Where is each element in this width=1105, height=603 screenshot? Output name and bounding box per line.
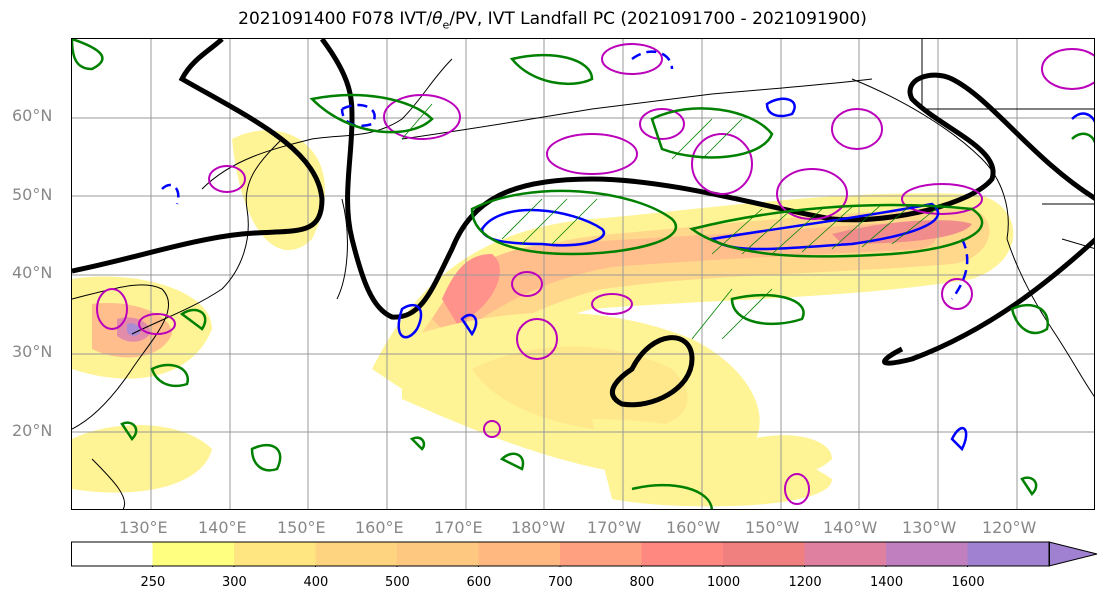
colorbar-cell: [397, 542, 479, 566]
colorbar-cell: [967, 542, 1049, 566]
colorbar-cell: [886, 542, 968, 566]
map-title: 2021091400 F078 IVT/θe/PV, IVT Landfall …: [238, 9, 867, 32]
lon-label-170e: 170°E: [434, 518, 483, 537]
lat-label-30: 30°N: [12, 342, 53, 361]
lat-label-20: 20°N: [12, 421, 53, 440]
colorbar-cell: [804, 542, 886, 566]
colorbar-tick-label: 400: [303, 575, 329, 590]
blue-contours: [161, 50, 1094, 452]
lon-label-150w: 150°W: [745, 518, 800, 537]
colorbar-tick-label: 600: [466, 575, 492, 590]
lat-label-60: 60°N: [12, 106, 53, 125]
ivt-shading: [72, 130, 1014, 507]
lon-label-150e: 150°E: [277, 518, 326, 537]
colorbar-tick-label: 800: [629, 575, 655, 590]
colorbar-tick-label: 1400: [870, 575, 904, 590]
lon-label-140w: 140°W: [823, 518, 878, 537]
lon-label-130w: 130°W: [902, 518, 957, 537]
colorbar-cell: [152, 542, 234, 566]
lon-label-120w: 120°W: [982, 518, 1037, 537]
lon-label-180w: 180°W: [511, 518, 566, 537]
colorbar-tick-label: 250: [140, 575, 166, 590]
lon-label-170w: 170°W: [587, 518, 642, 537]
colorbar-tick-label: 1600: [951, 575, 985, 590]
colorbar-cell: [478, 542, 560, 566]
colorbar-tick-label: 1000: [707, 575, 741, 590]
colorbar-cell: [641, 542, 723, 566]
colorbar-tick-label: 500: [385, 575, 410, 590]
colorbar-extend-arrow: [1048, 541, 1098, 567]
colorbar-tick-label: 300: [222, 575, 247, 590]
colorbar-cell: [234, 542, 316, 566]
colorbar-cell: [723, 542, 805, 566]
lat-label-40: 40°N: [12, 263, 53, 282]
pv-contours: [72, 39, 1094, 408]
colorbar-cell: [315, 542, 397, 566]
lon-label-130e: 130°E: [119, 518, 168, 537]
hatching: [401, 103, 943, 340]
lon-label-160w: 160°W: [666, 518, 721, 537]
colorbar-cell: [560, 542, 642, 566]
map-panel: [71, 38, 1095, 510]
theta-e-contours: [96, 43, 1094, 505]
lon-label-160e: 160°E: [355, 518, 404, 537]
lat-label-50: 50°N: [12, 185, 53, 204]
colorbar-cell: [71, 542, 153, 566]
map-svg: [72, 39, 1094, 509]
colorbar: [71, 541, 1098, 567]
colorbar-tick-label: 700: [548, 575, 573, 590]
colorbar-tick-label: 1200: [788, 575, 822, 590]
colorbar-cells: [71, 541, 1098, 567]
lon-label-140e: 140°E: [198, 518, 247, 537]
